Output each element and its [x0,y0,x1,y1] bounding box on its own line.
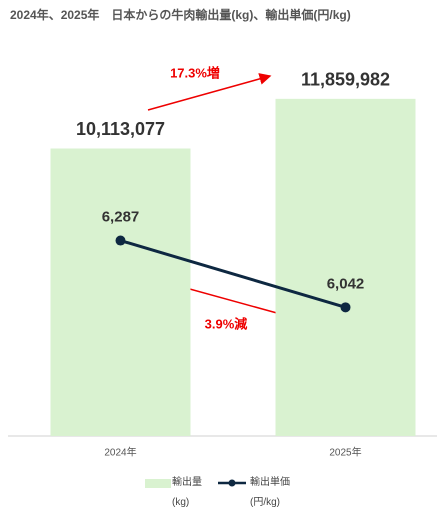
line [120,239,346,309]
x-tick-label: 2025年 [329,446,361,459]
annotation: 17.3%増 [170,65,220,80]
point [115,235,126,246]
data-label: 10,113,077 [76,119,165,139]
bar [50,148,191,436]
legend-swatch [145,479,171,488]
x-tick-label: 2024年 [104,446,136,459]
chart-title: 2024年、2025年 日本からの牛肉輸出量(kg)、輸出単価(円/kg) [10,7,351,22]
bar [275,98,416,437]
increase-arrow [147,73,272,111]
annotation: 3.9%減 [205,316,248,331]
legend-label: 輸出単価(円/kg) [250,477,290,508]
legend-swatch [228,479,236,487]
data-label: 11,859,982 [301,70,390,90]
data-label: 6,287 [102,209,140,226]
legend-label: 輸出量(kg) [172,477,202,508]
data-label: 6,042 [327,275,365,292]
point [340,302,351,313]
